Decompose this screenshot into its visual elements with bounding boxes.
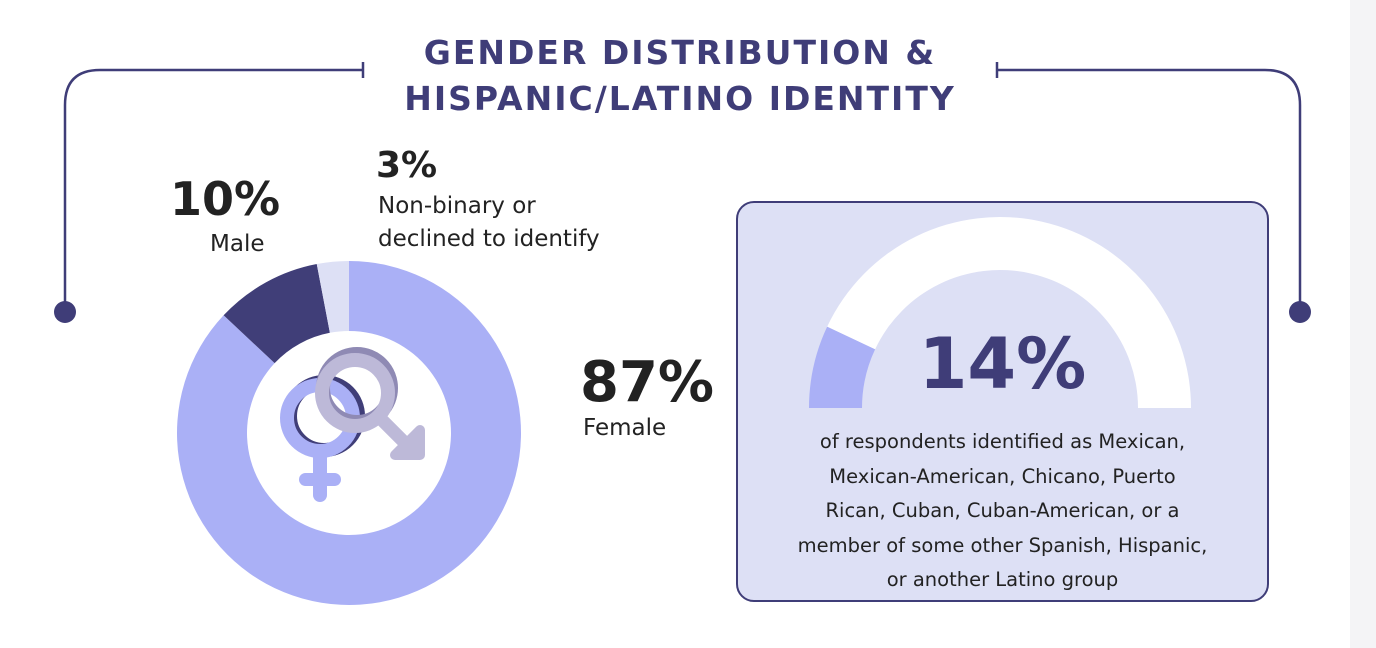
hispanic-latino-card: 14% of respondents identified as Mexican… [736,201,1269,602]
bracket-left [63,68,363,312]
bracket-dot-left [54,301,76,323]
donut-slice-female [177,261,522,605]
donut-chart [177,261,522,605]
gauge-svg [809,216,1191,408]
nonbinary-label-line1: Non-binary or [378,193,536,219]
gauge-value: 14% [918,323,1087,405]
gauge-track [827,216,1191,408]
page-title: GENDER DISTRIBUTION & HISPANIC/LATINO ID… [330,30,1030,122]
bracket [63,62,1302,312]
nonbinary-percent: 3% [376,145,438,186]
description-line: Rican, Cuban, Cuban-American, or a [825,499,1180,522]
description-line: of respondents identified as Mexican, [819,430,1186,453]
gauge-fill [809,326,876,408]
gauge-description: of respondents identified as Mexican, Me… [758,425,1247,598]
female-percent: 87% [580,350,715,415]
male-percent: 10% [170,172,281,226]
nonbinary-label-line2: declined to identify [378,226,600,252]
description-line: or another Latino group [886,568,1119,591]
gender-symbols-icon [280,347,425,502]
bracket-right [997,68,1302,312]
female-label: Female [583,415,667,441]
page-edge [1350,0,1376,648]
description-line: Mexican-American, Chicano, Puerto [829,464,1176,488]
donut-slice-non-binary [316,261,349,333]
gauge-chart [809,216,1191,408]
male-label: Male [210,231,265,257]
description-line: member of some other Spanish, Hispanic, [797,533,1208,557]
bracket-dot-right [1289,301,1311,323]
title-line-1: GENDER DISTRIBUTION & [423,33,937,72]
donut-slice-male [223,264,330,364]
title-line-2: HISPANIC/LATINO IDENTITY [404,79,956,118]
